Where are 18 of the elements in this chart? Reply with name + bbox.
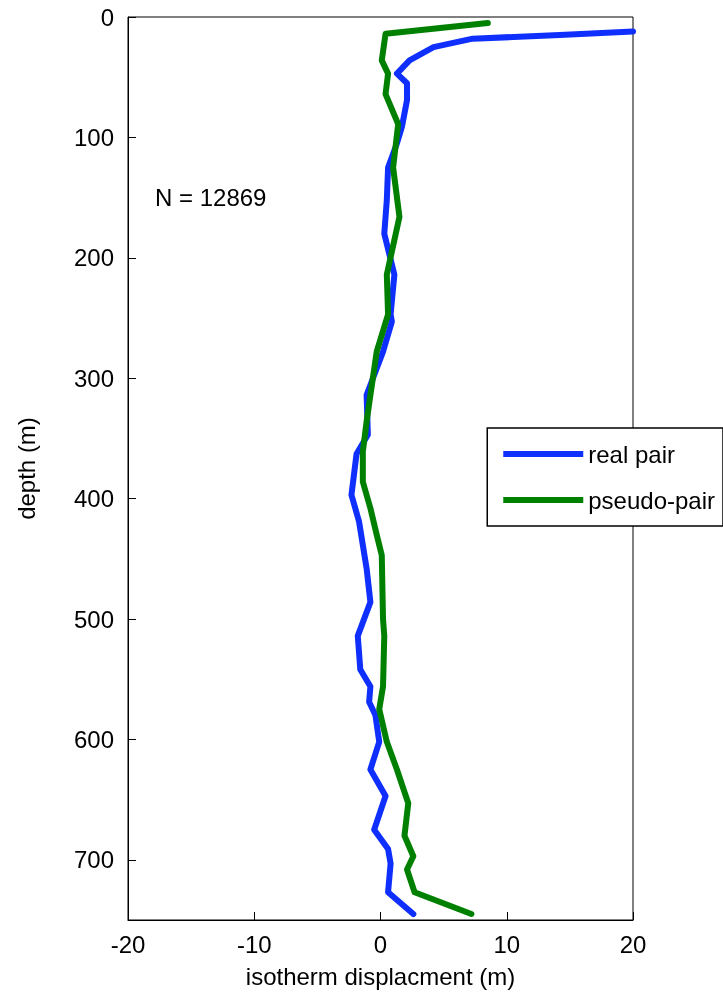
legend-label: pseudo-pair xyxy=(588,486,716,514)
y-tick-label: 200 xyxy=(73,244,114,272)
x-tick-label: -10 xyxy=(236,930,272,958)
x-tick-label: 10 xyxy=(493,930,521,958)
x-tick-label: 20 xyxy=(619,930,647,958)
y-tick-label: 300 xyxy=(73,364,114,392)
y-tick-label: 100 xyxy=(73,123,114,151)
y-tick-label: 0 xyxy=(100,3,114,31)
annotation: N = 12869 xyxy=(155,183,267,211)
x-tick-label: -20 xyxy=(110,930,146,958)
legend-label: real pair xyxy=(588,440,675,468)
y-tick-label: 700 xyxy=(73,846,114,874)
y-axis-title: depth (m) xyxy=(12,417,40,520)
x-tick-label: 0 xyxy=(373,930,388,958)
y-tick-label: 500 xyxy=(73,605,114,633)
y-tick-label: 600 xyxy=(73,725,114,753)
x-axis-title: isotherm displacment (m) xyxy=(245,962,516,990)
y-tick-label: 400 xyxy=(73,485,114,513)
